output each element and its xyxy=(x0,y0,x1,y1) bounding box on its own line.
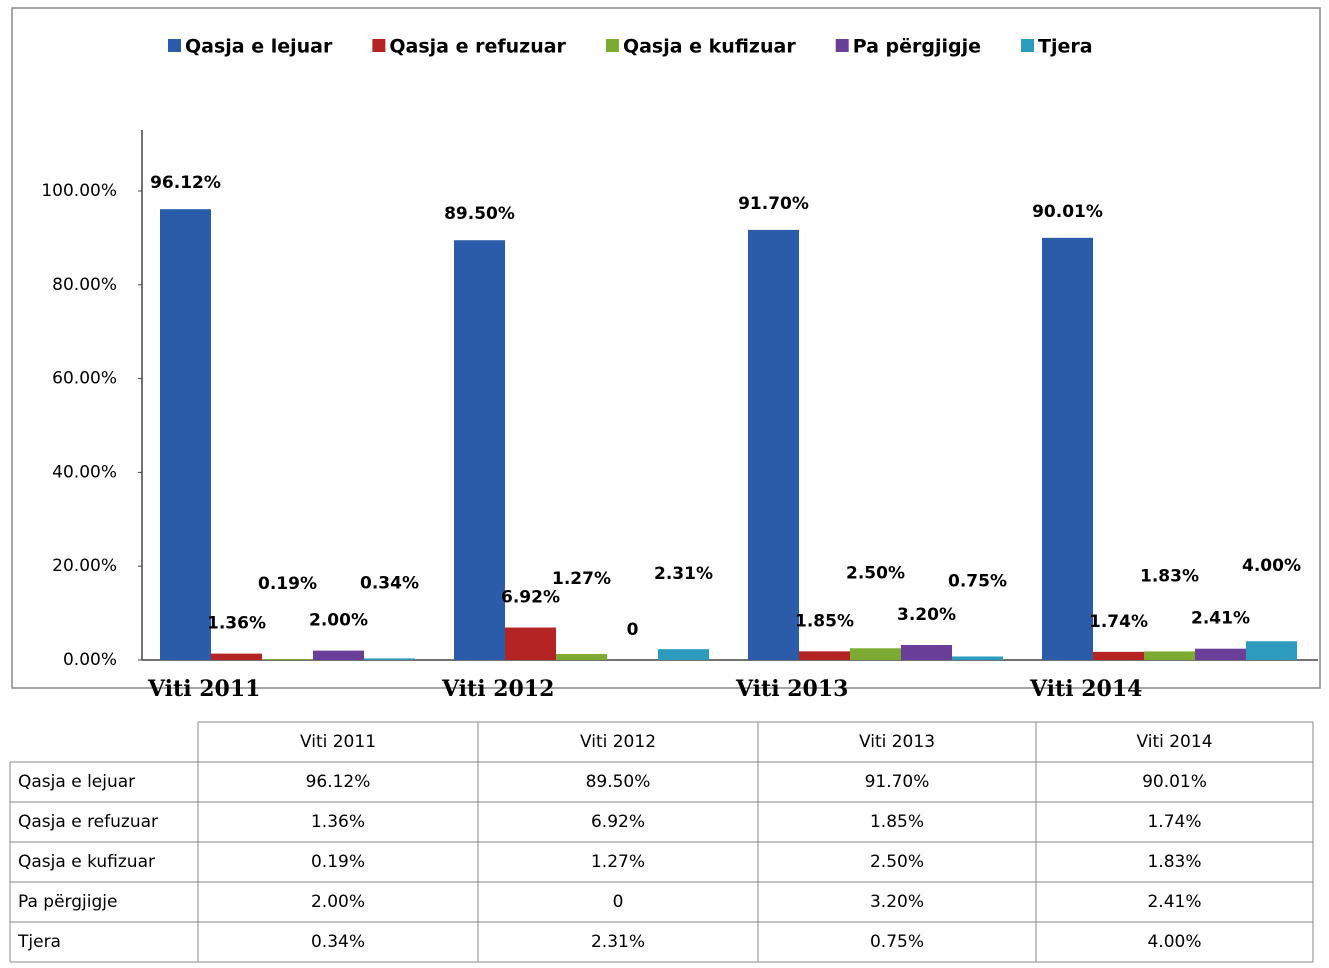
legend-label: Pa përgjigje xyxy=(853,36,981,58)
bar xyxy=(748,229,799,660)
x-tick-label: Viti 2013 xyxy=(735,676,848,702)
table-cell: 4.00% xyxy=(1147,932,1201,952)
legend-swatch xyxy=(835,39,849,52)
legend-label: Qasja e kufizuar xyxy=(623,36,796,58)
bar xyxy=(211,653,262,660)
table-cell: 91.70% xyxy=(865,772,930,792)
bar xyxy=(1246,641,1297,660)
bar xyxy=(952,656,1003,660)
data-label: 1.74% xyxy=(1089,612,1148,632)
table-header: Viti 2011 xyxy=(300,732,376,752)
table-cell: Qasja e lejuar xyxy=(18,772,135,792)
legend-label: Qasja e refuzuar xyxy=(389,36,566,58)
y-tick-label: 0.00% xyxy=(63,650,117,670)
bar xyxy=(850,648,901,660)
table-cell: 1.36% xyxy=(311,812,365,832)
y-tick-label: 80.00% xyxy=(52,275,117,295)
table-cell: 2.00% xyxy=(311,892,365,912)
y-tick-label: 60.00% xyxy=(52,369,117,389)
data-label: 1.36% xyxy=(207,614,266,634)
chart-frame xyxy=(11,7,1321,689)
table-cell: 96.12% xyxy=(306,772,371,792)
legend-label: Tjera xyxy=(1038,36,1093,58)
data-label: 3.20% xyxy=(897,605,956,625)
data-label: 0.19% xyxy=(258,574,317,594)
data-label: 2.00% xyxy=(309,611,368,631)
table-header: Viti 2014 xyxy=(1136,732,1212,752)
data-label: 6.92% xyxy=(501,588,560,608)
table-cell: 0.19% xyxy=(311,852,365,872)
y-tick-label: 100.00% xyxy=(41,181,117,201)
table-cell: 0.75% xyxy=(870,932,924,952)
table-cell: 2.31% xyxy=(591,932,645,952)
data-label: 1.27% xyxy=(552,569,611,589)
table-cell: Qasja e refuzuar xyxy=(18,812,158,832)
bar xyxy=(556,654,607,660)
table-cell: Pa përgjigje xyxy=(18,892,117,912)
bar xyxy=(799,651,850,660)
legend-swatch xyxy=(605,39,619,52)
legend-swatch xyxy=(372,39,386,52)
bar xyxy=(1195,648,1246,660)
data-label: 2.50% xyxy=(846,563,905,583)
bar xyxy=(658,649,709,660)
legend-swatch xyxy=(1021,39,1035,52)
data-label: 1.85% xyxy=(795,611,854,631)
data-label: 0 xyxy=(627,620,639,640)
bar xyxy=(505,627,556,660)
data-label: 90.01% xyxy=(1032,202,1103,222)
bar xyxy=(901,644,952,660)
table-cell: 89.50% xyxy=(586,772,651,792)
table-cell: Tjera xyxy=(17,932,61,952)
y-tick-label: 20.00% xyxy=(52,556,117,576)
data-label: 96.12% xyxy=(150,173,221,193)
data-label: 0.34% xyxy=(360,573,419,593)
bar xyxy=(262,659,313,660)
y-tick-label: 40.00% xyxy=(52,462,117,482)
table-cell: 90.01% xyxy=(1142,772,1207,792)
x-tick-label: Viti 2011 xyxy=(147,676,260,702)
table-header: Viti 2012 xyxy=(580,732,656,752)
data-label: 1.83% xyxy=(1140,566,1199,586)
bar xyxy=(1144,651,1195,660)
table-cell: 1.74% xyxy=(1147,812,1201,832)
data-label: 2.41% xyxy=(1191,609,1250,629)
data-label: 91.70% xyxy=(738,194,809,214)
legend-label: Qasja e lejuar xyxy=(185,36,333,58)
table-cell: 6.92% xyxy=(591,812,645,832)
table-cell: 1.83% xyxy=(1147,852,1201,872)
legend-swatch xyxy=(168,39,181,52)
bar xyxy=(454,240,505,660)
bar xyxy=(313,650,364,660)
table-cell: 2.41% xyxy=(1147,892,1201,912)
table-cell: 1.27% xyxy=(591,852,645,872)
table-cell: 0.34% xyxy=(311,932,365,952)
data-label: 0.75% xyxy=(948,571,1007,591)
data-label: 4.00% xyxy=(1242,556,1301,576)
data-label: 89.50% xyxy=(444,204,515,224)
table-header: Viti 2013 xyxy=(859,732,935,752)
bar xyxy=(160,209,211,660)
data-label: 2.31% xyxy=(654,564,713,584)
x-tick-label: Viti 2012 xyxy=(441,676,554,702)
bar xyxy=(1093,651,1144,660)
x-tick-label: Viti 2014 xyxy=(1029,676,1142,702)
table-cell: 1.85% xyxy=(870,812,924,832)
table-cell: 3.20% xyxy=(870,892,924,912)
bar xyxy=(364,658,415,660)
bar xyxy=(1042,237,1093,660)
table-cell: 0 xyxy=(613,892,624,912)
table-cell: 2.50% xyxy=(870,852,924,872)
table-cell: Qasja e kufizuar xyxy=(18,852,155,872)
